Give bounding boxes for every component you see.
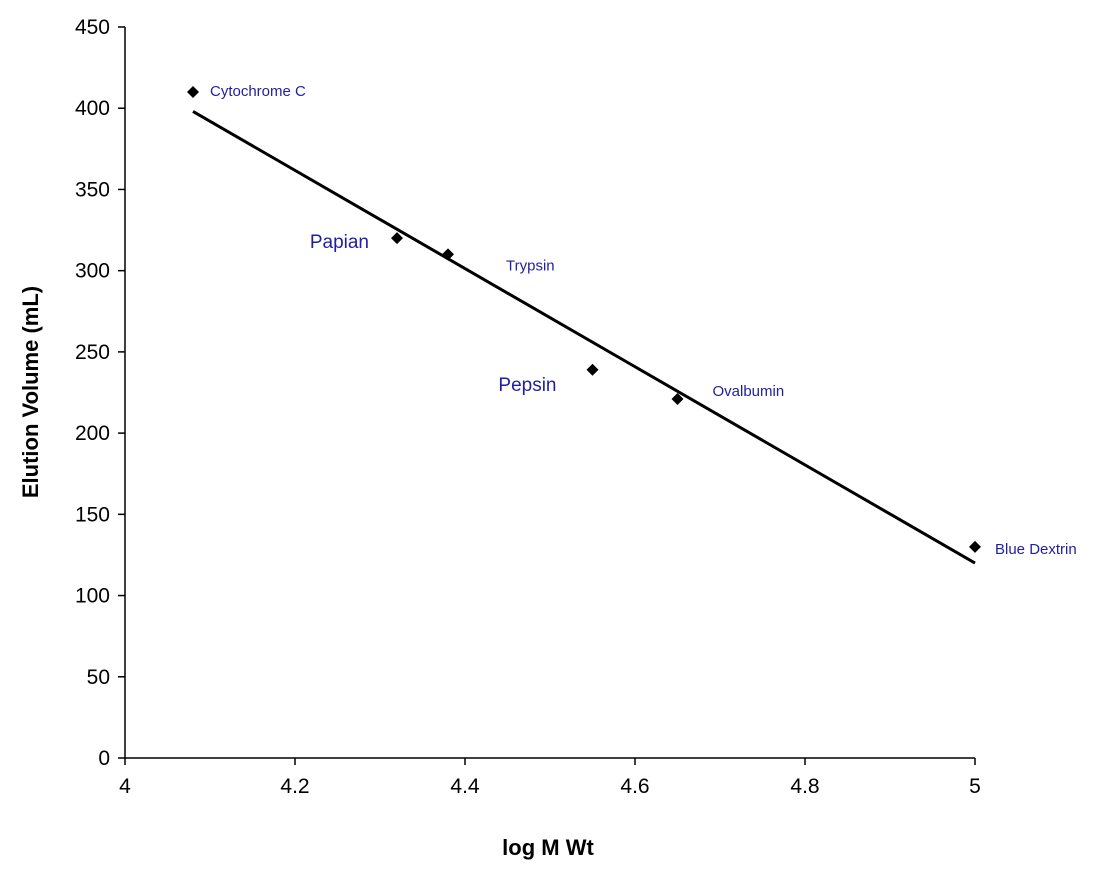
x-tick-label: 4 [119, 775, 131, 798]
y-tick-label: 200 [75, 422, 110, 445]
x-axis-title: log M Wt [502, 835, 594, 860]
data-point-marker [391, 232, 403, 245]
x-tick-label: 4.4 [450, 775, 480, 798]
y-tick-label: 0 [98, 747, 110, 770]
x-tick-label: 4.2 [280, 775, 309, 798]
x-tick-label: 5 [969, 775, 981, 798]
data-point-marker [969, 540, 981, 553]
data-point-marker [671, 392, 684, 405]
data-points [187, 85, 981, 553]
data-point-label: Papian [310, 232, 369, 253]
data-point-label: Blue Dextrin [995, 541, 1077, 558]
y-tick-label: 250 [75, 341, 110, 364]
data-point-label: Ovalbumin [713, 383, 785, 400]
trendline [192, 110, 976, 565]
y-tick-label: 150 [75, 503, 110, 526]
tick-labels: 0 50 100 150 200 250 300 350 400 450 4 4.2 4.4 4.6 4.8… [75, 16, 981, 798]
y-axis-title: Elution Volume (mL) [18, 286, 43, 498]
data-point-marker [187, 85, 199, 98]
y-tick-label: 100 [75, 585, 110, 608]
trendline-layer [192, 110, 976, 565]
y-tick-label: 300 [75, 260, 110, 283]
data-point-marker [586, 363, 599, 376]
axes [118, 26, 976, 765]
y-tick-label: 50 [87, 666, 110, 689]
y-tick-label: 450 [75, 16, 110, 39]
y-tick-label: 400 [75, 97, 110, 120]
data-point-label: Cytochrome C [210, 83, 306, 100]
point-labels: Cytochrome C Papian Trypsin Pepsin Ovalbumin… [210, 83, 1077, 558]
y-tick-label: 350 [75, 178, 110, 201]
data-point-label: Trypsin [506, 257, 555, 274]
x-tick-label: 4.8 [790, 775, 819, 798]
data-point-marker [442, 248, 454, 261]
data-point-label: Pepsin [498, 375, 556, 396]
x-tick-label: 4.6 [620, 775, 649, 798]
